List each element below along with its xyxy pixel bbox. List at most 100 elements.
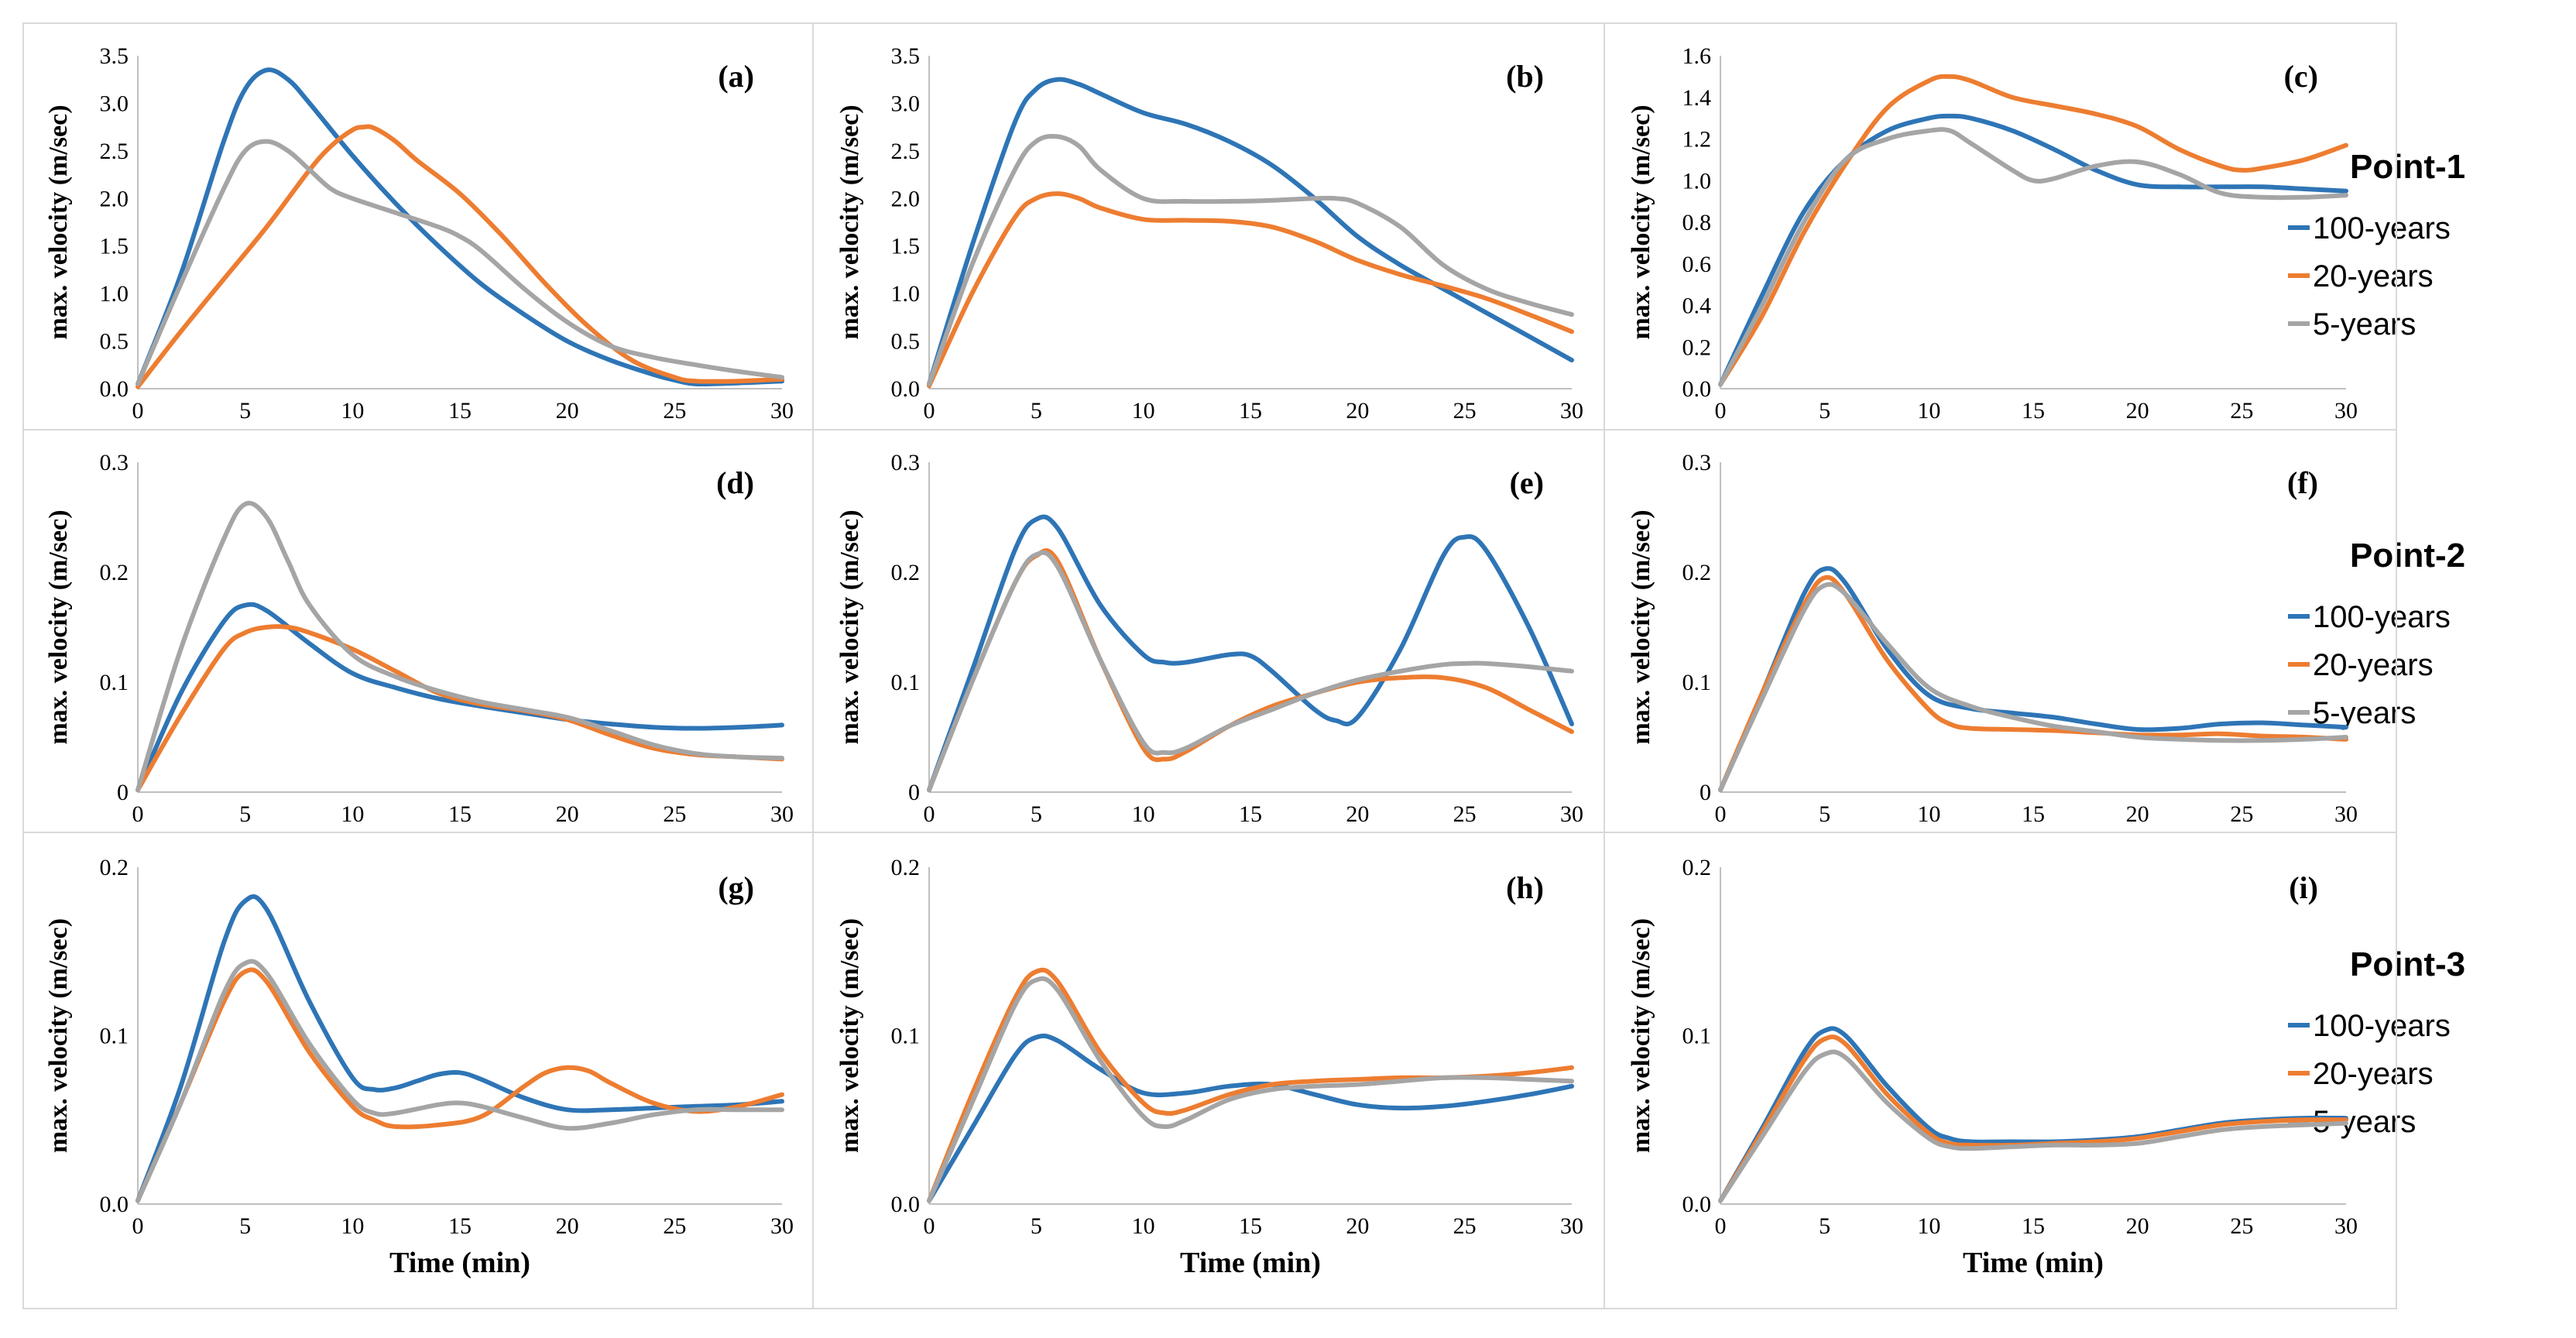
x-tick-label: 30 <box>1560 398 1583 424</box>
y-tick-label: 3.5 <box>891 43 921 69</box>
x-tick-label: 5 <box>1031 801 1042 827</box>
panel-title: (d) <box>716 465 754 500</box>
series-line-5-years <box>1718 1049 2348 1203</box>
y-axis-label: max. velocity (m/sec) <box>44 918 73 1153</box>
y-tick-label: 0.2 <box>100 855 129 880</box>
x-tick-label: 15 <box>448 398 472 424</box>
y-tick-label: 1.2 <box>1682 127 1712 153</box>
y-tick-label: 0.0 <box>891 1192 921 1217</box>
y-tick-label: 0 <box>117 780 129 805</box>
y-tick-label: 0.0 <box>891 376 921 402</box>
y-tick-label: 0.5 <box>100 329 129 355</box>
panel-title: (b) <box>1506 59 1544 94</box>
series-line-5-years <box>927 133 1574 386</box>
x-tick-label: 5 <box>1819 801 1830 827</box>
legend-label-20-years: 20-years <box>2313 1057 2434 1091</box>
x-tick-label: 30 <box>1560 801 1583 827</box>
y-axis-label: max. velocity (m/sec) <box>1627 509 1655 744</box>
panel-title: (f) <box>2287 465 2318 500</box>
x-tick-label: 0 <box>924 1213 935 1239</box>
x-tick-label: 15 <box>448 801 472 827</box>
x-tick-label: 15 <box>1239 398 1262 424</box>
x-tick-label: 30 <box>2334 801 2358 827</box>
x-tick-label: 20 <box>1346 801 1369 827</box>
panel-frame <box>1604 832 2397 1309</box>
legend-label-100-years: 100-years <box>2313 211 2451 245</box>
y-tick-label: 1.4 <box>1682 85 1712 111</box>
series-line-100-years <box>135 602 784 793</box>
panel-a: 0.0 0.5 1.0 1.5 2.0 2.5 3.0 3.5 0 5 10 15 20 25 30 max.… <box>22 22 814 431</box>
panel-title: (a) <box>718 59 754 94</box>
x-tick-label: 5 <box>1031 1213 1042 1239</box>
y-tick-label: 0.2 <box>891 855 921 880</box>
x-tick-label: 10 <box>1917 398 1940 424</box>
series-line-100-years <box>1718 1026 2348 1203</box>
series-line-100-years <box>927 1033 1574 1203</box>
x-axis-label: Time (min) <box>1180 1247 1321 1279</box>
x-tick-label: 10 <box>341 1213 364 1239</box>
x-tick-label: 15 <box>448 1213 472 1239</box>
x-tick-label: 30 <box>770 801 794 827</box>
legend-title: Point-3 <box>2350 945 2465 983</box>
y-tick-label: 0.2 <box>891 560 921 585</box>
y-tick-label: 2.5 <box>100 139 129 164</box>
series-line-20-years <box>927 548 1574 793</box>
x-tick-label: 15 <box>2022 1213 2045 1239</box>
x-tick-label: 15 <box>2022 801 2045 827</box>
x-tick-label: 10 <box>1917 1213 1940 1239</box>
y-tick-label: 0.5 <box>891 329 921 355</box>
panel-title: (i) <box>2289 870 2318 905</box>
panel-d: 0 0.1 0.2 0.3 0 5 10 15 20 25 30 max. velocity (m/s… <box>22 429 814 833</box>
x-tick-label: 30 <box>2334 1213 2358 1239</box>
x-tick-label: 10 <box>1132 1213 1155 1239</box>
series-line-5-years <box>927 976 1574 1203</box>
legend-label-100-years: 100-years <box>2313 1009 2451 1043</box>
x-tick-label: 0 <box>1715 398 1727 424</box>
y-tick-label: 0.1 <box>891 670 921 695</box>
x-tick-label: 0 <box>1715 801 1727 827</box>
series-line-5-years <box>135 500 784 793</box>
x-tick-label: 25 <box>1453 801 1477 827</box>
y-axis-label: max. velocity (m/sec) <box>835 105 864 339</box>
legend-point-1: Point-1 100-years 20-years 5-years <box>2288 148 2465 341</box>
x-tick-label: 25 <box>663 398 686 424</box>
y-tick-label: 1.0 <box>891 281 921 307</box>
x-tick-label: 25 <box>663 801 686 827</box>
y-tick-label: 0.1 <box>100 670 129 695</box>
series-line-100-years <box>135 894 784 1203</box>
y-axis-label: max. velocity (m/sec) <box>44 105 73 339</box>
y-tick-label: 0.0 <box>100 376 129 402</box>
y-tick-label: 0 <box>908 780 920 805</box>
x-tick-label: 0 <box>924 801 935 827</box>
x-tick-label: 20 <box>2126 801 2149 827</box>
legend-label-100-years: 100-years <box>2313 600 2451 634</box>
y-tick-label: 2.0 <box>100 186 129 211</box>
y-tick-label: 2.0 <box>891 186 921 211</box>
x-tick-label: 5 <box>239 398 251 424</box>
panel-g: 0.0 0.1 0.2 0 5 10 15 20 25 30 max. velocity (m/se… <box>22 832 814 1309</box>
x-tick-label: 30 <box>770 1213 794 1239</box>
y-tick-label: 0.2 <box>100 560 129 585</box>
y-tick-label: 1.5 <box>891 234 921 259</box>
series-line-5-years <box>135 959 784 1203</box>
series-line-100-years <box>927 77 1574 386</box>
x-tick-label: 15 <box>1239 801 1262 827</box>
y-tick-label: 1.6 <box>1682 43 1712 69</box>
y-tick-label: 0.6 <box>1682 252 1712 277</box>
x-tick-label: 20 <box>1346 1213 1369 1239</box>
series-line-100-years <box>1718 113 2348 387</box>
y-tick-label: 0.1 <box>891 1024 921 1049</box>
x-tick-label: 20 <box>556 801 579 827</box>
legend-point-2: Point-2 100-years 20-years 5-years <box>2288 537 2465 730</box>
y-tick-label: 0.4 <box>1682 293 1712 319</box>
series-line-100-years <box>1718 566 2348 793</box>
x-tick-label: 5 <box>1819 1213 1830 1239</box>
x-tick-label: 25 <box>2230 398 2253 424</box>
x-tick-label: 5 <box>1031 398 1042 424</box>
y-tick-label: 0.0 <box>1682 1192 1712 1217</box>
legend-label-5-years: 5-years <box>2313 307 2416 341</box>
y-tick-label: 0.3 <box>100 450 129 475</box>
y-tick-label: 0.0 <box>100 1192 129 1217</box>
y-tick-label: 0.1 <box>1682 1024 1712 1049</box>
